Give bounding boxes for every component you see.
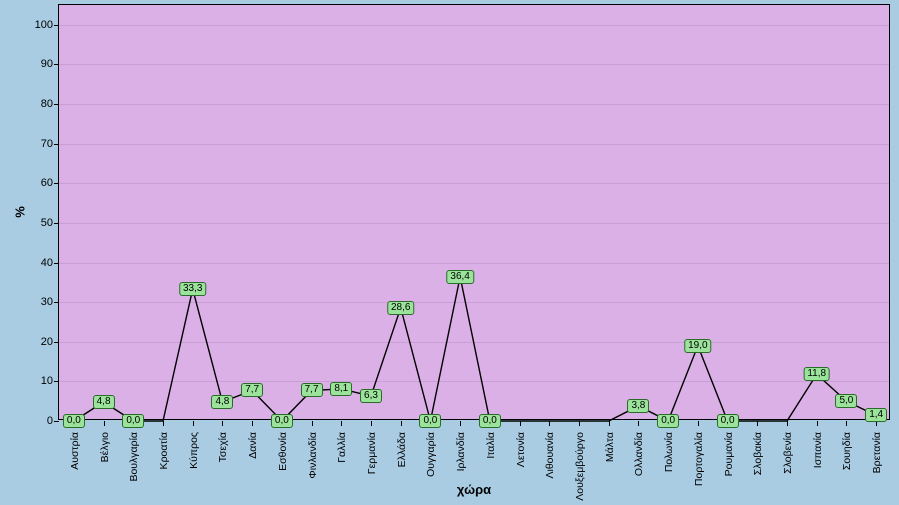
- y-tick: [54, 421, 59, 422]
- data-marker: 0,0: [63, 414, 85, 428]
- data-marker: 7,7: [241, 383, 263, 397]
- data-marker: 0,0: [479, 414, 501, 428]
- data-marker: 4,8: [93, 395, 115, 409]
- data-marker: 0,0: [419, 414, 441, 428]
- x-tick: [846, 421, 847, 426]
- x-tick: [193, 421, 194, 426]
- x-tick: [104, 421, 105, 426]
- data-marker: 0,0: [122, 414, 144, 428]
- x-tick: [757, 421, 758, 426]
- x-tick: [371, 421, 372, 426]
- x-tick: [163, 421, 164, 426]
- data-marker: 19,0: [684, 339, 711, 353]
- line-path: [59, 5, 889, 419]
- data-marker: 0,0: [271, 414, 293, 428]
- x-tick: [698, 421, 699, 426]
- x-tick: [312, 421, 313, 426]
- data-marker: 0,0: [717, 414, 739, 428]
- data-marker: 5,0: [835, 394, 857, 408]
- data-marker: 8,1: [330, 382, 352, 396]
- data-marker: 6,3: [360, 389, 382, 403]
- data-marker: 11,8: [803, 367, 830, 381]
- x-tick: [460, 421, 461, 426]
- x-tick: [579, 421, 580, 426]
- x-tick: [549, 421, 550, 426]
- plot-area: 0102030405060708090100ΑυστρίαΒέλγιοΒουλγ…: [58, 4, 890, 420]
- x-tick: [401, 421, 402, 426]
- y-axis-label: %: [13, 206, 28, 218]
- x-tick: [817, 421, 818, 426]
- chart-root: 0102030405060708090100ΑυστρίαΒέλγιοΒουλγ…: [0, 0, 899, 505]
- data-marker: 0,0: [657, 414, 679, 428]
- data-marker: 4,8: [211, 395, 233, 409]
- x-tick: [638, 421, 639, 426]
- data-marker: 1,4: [865, 408, 887, 422]
- data-marker: 33,3: [179, 282, 206, 296]
- x-tick: [222, 421, 223, 426]
- x-tick: [252, 421, 253, 426]
- data-marker: 28,6: [387, 301, 414, 315]
- x-tick: [609, 421, 610, 426]
- data-marker: 3,8: [627, 399, 649, 413]
- x-tick: [341, 421, 342, 426]
- data-marker: 7,7: [301, 383, 323, 397]
- x-axis-label: χώρα: [457, 482, 491, 497]
- x-tick: [787, 421, 788, 426]
- x-tick: [520, 421, 521, 426]
- data-marker: 36,4: [446, 270, 473, 284]
